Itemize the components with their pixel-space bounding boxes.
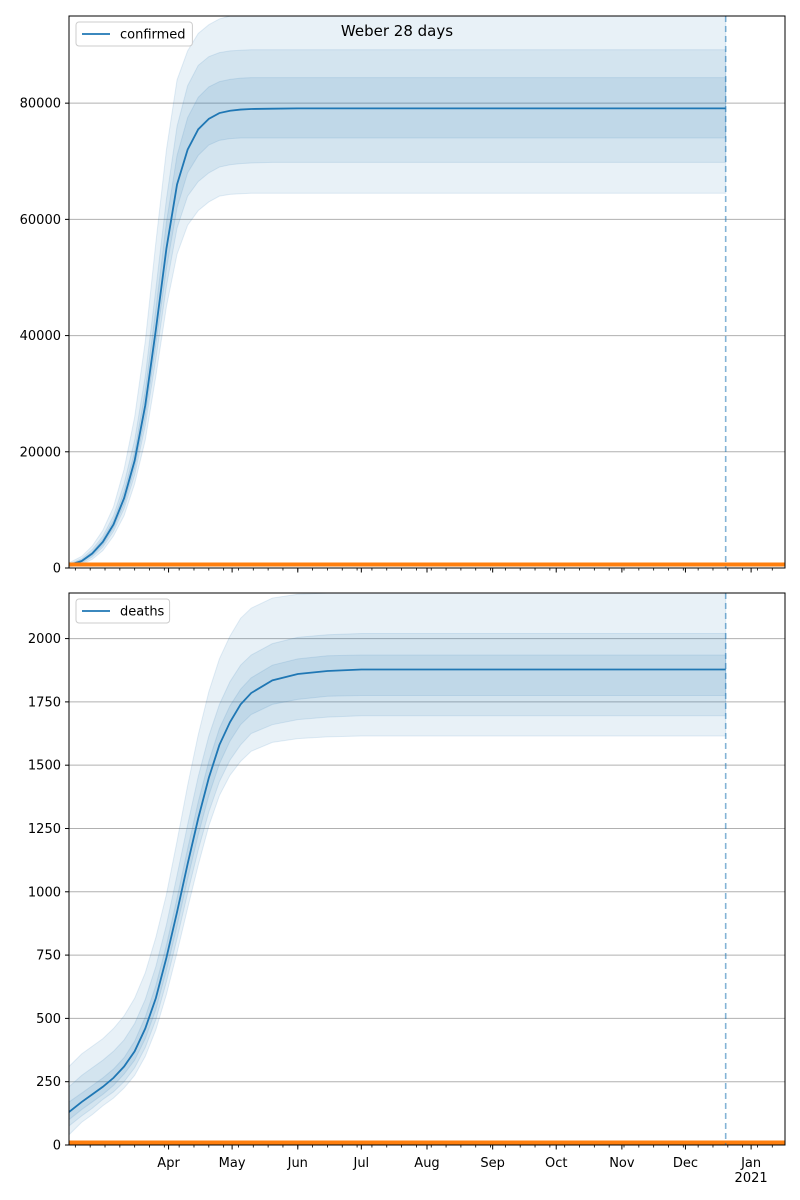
y-tick-label: 20000 [20, 445, 61, 460]
y-tick-label: 750 [36, 949, 61, 964]
legend: confirmed [75, 21, 193, 47]
plot-area [69, 16, 785, 568]
confirmed-median-line [69, 107, 726, 566]
x-tick-label: Jul [352, 1156, 369, 1171]
x-tick-label: Dec [673, 1156, 698, 1171]
legend: deaths [75, 598, 171, 624]
y-tick-label: 250 [36, 1075, 61, 1090]
y-tick-label: 0 [53, 562, 61, 577]
x-tick-label: Jun [287, 1156, 308, 1171]
y-tick-label: 1500 [28, 759, 61, 774]
figure-title: Weber 28 days [341, 22, 453, 40]
legend-box [75, 21, 193, 47]
deaths-median-line [69, 668, 726, 1113]
y-tick-label: 0 [53, 1139, 61, 1154]
y-tick-label: 40000 [20, 329, 61, 344]
y-tick-label: 60000 [20, 213, 61, 228]
x-tick-label: Nov [609, 1156, 635, 1171]
deaths-panel: 0 250 500 750 1000 1250 1500 1750 2000 Apr May Jun J… [28, 592, 786, 1186]
x-tick-label: Sep [480, 1156, 505, 1171]
y-tick-label: 1750 [28, 695, 61, 710]
x-tick-label: May [219, 1156, 246, 1171]
legend-label: confirmed [120, 28, 186, 43]
confirmed-panel: 0 20000 40000 60000 80000 confirmed [20, 15, 786, 577]
band-middle [69, 49, 727, 567]
x-tick-label: Apr [157, 1156, 180, 1171]
x-tick-label: Oct [545, 1156, 567, 1171]
band-outer [69, 16, 727, 568]
legend-label: deaths [120, 605, 165, 620]
y-tick-label: 500 [36, 1012, 61, 1027]
x-tick-label: Jan [740, 1156, 761, 1171]
y-tick-label: 2000 [28, 632, 61, 647]
y-tick-label: 1000 [28, 885, 61, 900]
y-tick-label: 80000 [20, 97, 61, 112]
y-tick-label: 1250 [28, 822, 61, 837]
x-tick-label: Aug [414, 1156, 439, 1171]
x-tick-label: 2021 [735, 1171, 768, 1186]
legend-box [75, 598, 171, 624]
